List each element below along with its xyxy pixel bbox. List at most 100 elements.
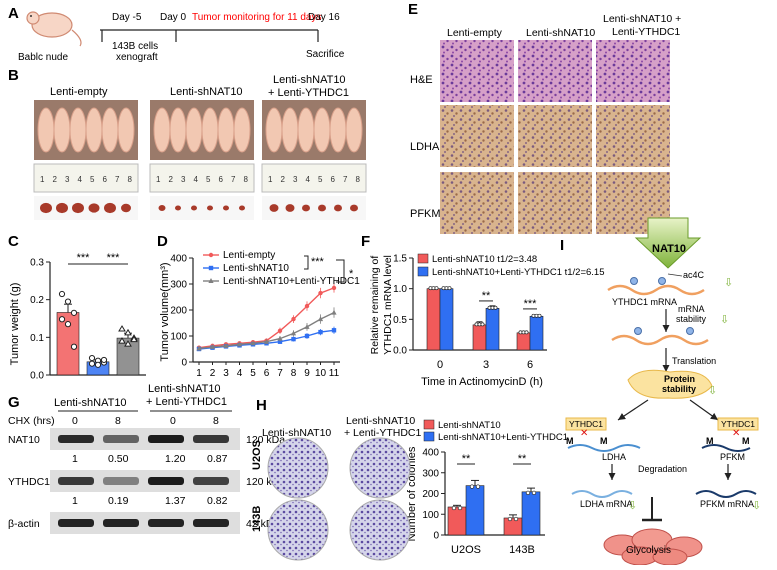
x-mark-left-icon: ✕ xyxy=(580,428,588,439)
ruler-number: 1 xyxy=(156,175,161,184)
group-label-2: Lenti-shNAT10 xyxy=(170,86,243,98)
mrna-strand-icon xyxy=(607,284,705,296)
data-point xyxy=(531,490,537,495)
blot-band xyxy=(58,435,94,443)
group-label-1: Lenti-empty xyxy=(50,86,108,98)
data-point xyxy=(223,343,229,348)
ihc-col-1: Lenti-empty xyxy=(447,27,503,39)
y-tick-label: 0.3 xyxy=(30,258,44,269)
data-point xyxy=(434,286,439,291)
data-point xyxy=(331,328,337,333)
x-tick-label: 9 xyxy=(304,368,310,379)
tumor xyxy=(191,205,197,211)
blot-band xyxy=(58,477,94,485)
colony-dishes xyxy=(267,437,411,561)
pfkm-label: PFKM xyxy=(720,452,745,462)
y-tick-label: 300 xyxy=(170,280,187,291)
data-point xyxy=(537,313,542,318)
x-tick-label: 2 xyxy=(210,368,216,379)
tumor xyxy=(88,203,100,213)
data-point xyxy=(277,335,283,341)
mouse-body xyxy=(69,107,87,153)
tumor-photo xyxy=(262,196,366,220)
ihc-tile xyxy=(518,40,592,102)
blot-band xyxy=(58,519,94,527)
sig-label: *** xyxy=(77,252,91,264)
wb-time-3: 0 xyxy=(170,415,176,427)
ruler-number: 2 xyxy=(169,175,174,184)
ihc-tile xyxy=(596,105,670,167)
pfkm-mrna-label: PFKM mRNA xyxy=(700,499,754,509)
y-tick-label: 0.0 xyxy=(393,346,407,357)
data-point xyxy=(94,361,102,368)
data-point xyxy=(524,330,529,335)
x-tick-label: 0 xyxy=(437,359,443,371)
chx-label: CHX (hrs) xyxy=(8,415,55,427)
x-tick-label: 3 xyxy=(483,359,489,371)
monitoring-label: Tumor monitoring for 11 days xyxy=(192,12,322,23)
data-point xyxy=(525,490,531,495)
y-tick-label: 1.5 xyxy=(393,254,407,265)
panel-g: G Lenti-shNAT10 Lenti-shNAT10 + Lenti-YT… xyxy=(8,383,285,534)
colony-dish xyxy=(267,437,329,499)
tumor xyxy=(285,204,295,212)
glycolysis-cells-icon xyxy=(603,528,703,566)
data-point xyxy=(118,325,126,332)
timeline-day-0: Day 0 xyxy=(160,12,187,23)
m-label-1: M xyxy=(566,436,574,446)
wb-group-2: Lenti-shNAT10 xyxy=(148,383,221,395)
blot-value: 1.37 xyxy=(165,495,186,507)
mouse-body xyxy=(281,107,299,153)
data-point xyxy=(318,329,323,335)
y-axis-label-2: YTHDC1 mRNA level xyxy=(382,255,394,355)
blot-band xyxy=(103,477,139,485)
data-point xyxy=(88,354,96,362)
data-point xyxy=(58,316,66,323)
panel-label-i: I xyxy=(560,237,564,254)
panel-label-g: G xyxy=(8,394,20,411)
tumor xyxy=(121,203,131,213)
ruler-number: 5 xyxy=(206,175,211,184)
blot-protein-label: β-actin xyxy=(8,518,40,530)
legend-label: Lenti-empty xyxy=(223,250,275,261)
tumor-photo xyxy=(150,196,254,220)
mouse-body xyxy=(233,107,251,153)
glycolysis-label: Glycolysis xyxy=(626,545,671,556)
y-tick-label: 100 xyxy=(422,510,439,521)
ruler-number: 2 xyxy=(281,175,286,184)
panel-e: E Lenti-empty Lenti-shNAT10 Lenti-shNAT1… xyxy=(408,1,681,234)
protein-stability-label: stability xyxy=(662,384,696,394)
y-tick-label: 0.2 xyxy=(30,295,44,306)
data-point xyxy=(304,303,310,309)
y-tick-label: 1.0 xyxy=(393,284,407,295)
ruler-number: 2 xyxy=(53,175,58,184)
colony-row-u2os: U2OS xyxy=(251,440,263,470)
data-point xyxy=(317,316,324,322)
sig-label: ** xyxy=(482,290,491,302)
y-tick-label: 200 xyxy=(422,489,439,500)
data-point xyxy=(507,516,513,522)
ruler-number: 4 xyxy=(306,175,311,184)
x-tick-label: 5 xyxy=(250,368,256,379)
wb-time-2: 8 xyxy=(115,415,121,427)
data-point xyxy=(70,343,78,350)
ruler xyxy=(149,163,255,193)
sig-bracket xyxy=(336,259,345,283)
ruler-number: 4 xyxy=(78,175,83,184)
blot-band xyxy=(148,477,184,485)
ihc-col-2: Lenti-shNAT10 xyxy=(526,27,595,39)
blot-band xyxy=(103,519,139,527)
ldha-mrna-label: LDHA mRNA xyxy=(580,499,633,509)
blot-protein-label: YTHDC1 xyxy=(8,476,50,488)
tumor xyxy=(334,204,342,212)
blot-value: 1 xyxy=(72,453,78,465)
bar xyxy=(472,324,487,351)
bar xyxy=(485,307,500,351)
mouse-label: Bablc nude xyxy=(18,52,68,63)
nat10-label: NAT10 xyxy=(652,243,686,255)
blot-value: 1 xyxy=(72,495,78,507)
bar xyxy=(426,288,441,351)
data-point xyxy=(277,328,283,333)
